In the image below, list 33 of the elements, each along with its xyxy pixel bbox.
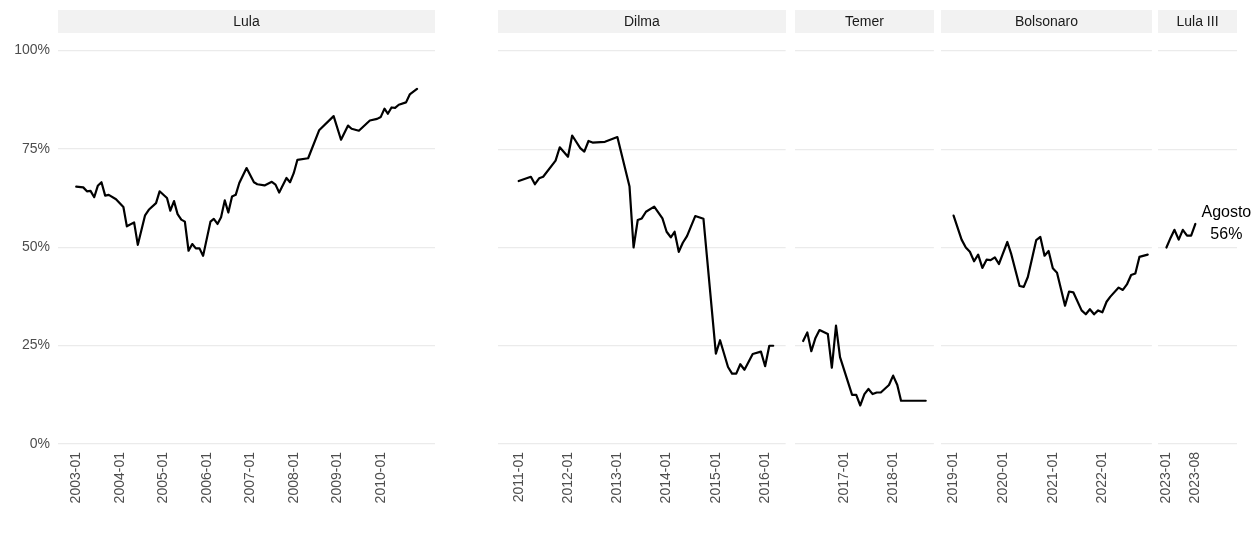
y-tick-label: 100% — [14, 41, 50, 58]
x-tick-label: 2023-01 — [1157, 451, 1174, 504]
chart-title: Lula III — [1158, 10, 1237, 33]
x-tick-label: 2017-01 — [835, 451, 852, 504]
x-tick-label: 2007-01 — [241, 451, 258, 504]
y-tick-label: 75% — [21, 139, 50, 156]
chart-title: Temer — [795, 10, 934, 33]
y-tick-label: 50% — [21, 238, 50, 255]
y-tick-label: 0% — [29, 434, 50, 451]
x-tick-label: 2014-01 — [657, 451, 674, 504]
y-tick-label: 25% — [21, 336, 50, 353]
chart-title: Bolsonaro — [941, 10, 1152, 33]
x-tick-label: 2009-01 — [328, 451, 345, 504]
chart-title: Dilma — [498, 10, 786, 33]
x-tick-label: 2020-01 — [993, 451, 1010, 504]
x-tick-label: 2019-01 — [944, 451, 961, 504]
x-tick-label: 2016-01 — [755, 451, 772, 504]
x-tick-label: 2008-01 — [284, 451, 301, 504]
annotation: Agosto 56% — [1201, 203, 1252, 243]
x-tick-label: 2018-01 — [883, 451, 900, 504]
x-tick-label: 2005-01 — [154, 451, 171, 504]
x-tick-label: 2022-01 — [1093, 451, 1110, 504]
x-tick-label: 2013-01 — [608, 451, 625, 504]
x-tick-label: 2012-01 — [558, 451, 575, 504]
chart-title: Lula — [58, 10, 435, 33]
x-tick-label: 2015-01 — [706, 451, 723, 504]
x-tick-label: 2023-08 — [1186, 451, 1203, 504]
x-tick-label: 2006-01 — [197, 451, 214, 504]
x-tick-label: 2011-01 — [509, 451, 526, 503]
x-tick-label: 2003-01 — [67, 451, 84, 504]
x-tick-label: 2010-01 — [371, 451, 388, 504]
x-tick-label: 2004-01 — [110, 451, 127, 504]
x-tick-label: 2021-01 — [1043, 451, 1060, 504]
